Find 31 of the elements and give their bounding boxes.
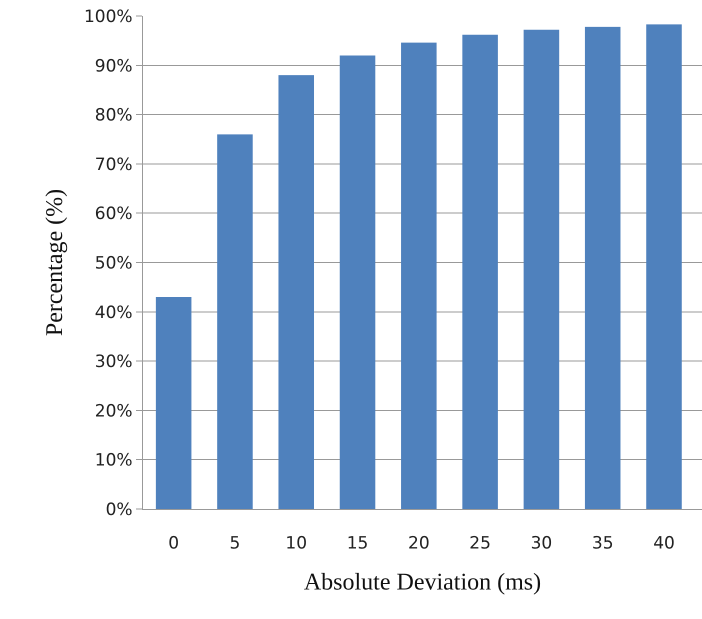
y-tick-label: 80% [94, 106, 133, 126]
bar [462, 34, 498, 509]
x-tick-label: 30 [530, 533, 552, 554]
y-axis-title: Percentage (%) [42, 188, 68, 336]
y-tick-label: 30% [94, 352, 133, 372]
x-tick-label: 0 [168, 533, 180, 554]
bar [217, 134, 253, 509]
x-tick-label: 40 [653, 533, 675, 554]
bar [340, 55, 376, 509]
bar [156, 297, 192, 509]
y-tick-label: 10% [94, 450, 133, 471]
y-tick-label: 70% [94, 154, 133, 175]
x-tick-label: 25 [469, 533, 491, 554]
y-tick-label: 100% [84, 6, 133, 27]
bar [584, 26, 620, 509]
x-axis-title: Absolute Deviation (ms) [304, 570, 542, 596]
y-tick-label: 0% [106, 500, 133, 520]
y-tick-label: 90% [94, 56, 133, 76]
y-tick-label: 60% [94, 204, 133, 224]
x-tick-label: 15 [346, 533, 368, 554]
bar [278, 75, 314, 509]
x-tick-label: 10 [285, 533, 308, 554]
bar [524, 30, 560, 509]
y-tick-label: 50% [94, 253, 133, 274]
y-tick-label: 20% [94, 401, 133, 422]
x-tick-label: 35 [592, 533, 614, 554]
bar [401, 42, 437, 509]
x-tick-label: 5 [230, 533, 240, 554]
bar [646, 24, 682, 509]
y-tick-label: 40% [94, 302, 133, 323]
x-tick-label: 20 [408, 533, 430, 554]
